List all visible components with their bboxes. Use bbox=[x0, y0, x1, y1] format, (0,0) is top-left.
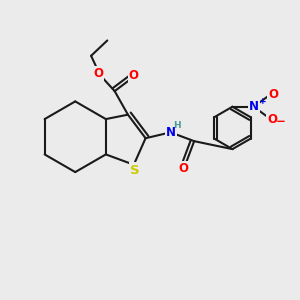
Text: N: N bbox=[249, 100, 259, 113]
Text: O: O bbox=[267, 113, 277, 127]
Text: +: + bbox=[259, 97, 267, 106]
Text: O: O bbox=[268, 88, 278, 101]
Text: S: S bbox=[130, 164, 140, 176]
Text: N: N bbox=[166, 126, 176, 139]
Text: H: H bbox=[173, 122, 181, 130]
Text: O: O bbox=[129, 69, 139, 82]
Text: O: O bbox=[94, 67, 103, 80]
Text: −: − bbox=[276, 115, 286, 128]
Text: O: O bbox=[179, 162, 189, 175]
